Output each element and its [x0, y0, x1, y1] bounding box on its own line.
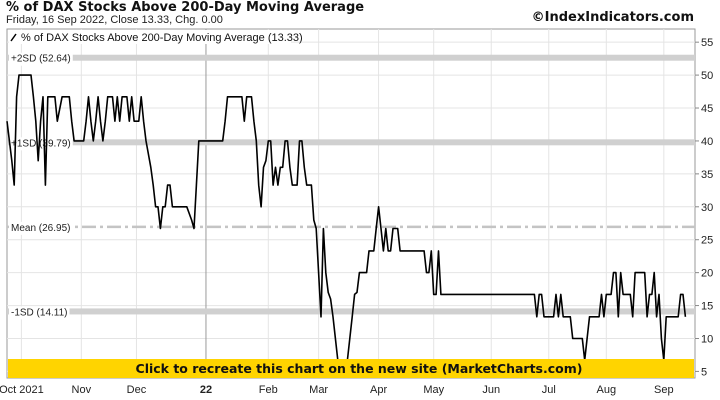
site-credit[interactable]: ©IndexIndicators.com	[531, 10, 694, 25]
x-tick-label: Feb	[259, 384, 278, 396]
sd-band	[7, 54, 695, 61]
y-tick-label: 25	[701, 235, 713, 247]
reference-lines: +2SD (52.64) +1SD (39.79) Mean (26.95) -1SD…	[7, 52, 695, 320]
sd-band	[7, 139, 695, 146]
y-tick-label: 20	[701, 268, 713, 280]
x-tick-label: Jun	[482, 384, 500, 396]
chart-subtitle: Friday, 16 Sep 2022, Close 13.33, Chg. 0…	[6, 14, 223, 26]
chart-title: % of DAX Stocks Above 200-Day Moving Ave…	[6, 0, 365, 15]
y-tick-label: 35	[701, 169, 713, 181]
y-tick-label: 30	[701, 202, 713, 214]
x-tick-label: Oct 2021	[0, 384, 44, 396]
x-tick-label: Mar	[309, 384, 328, 396]
x-tick-label: May	[423, 384, 444, 396]
x-axis: Oct 2021 Nov Dec 22 Feb Mar Apr May Jun Jul Aug Sep	[0, 384, 674, 396]
legend-box	[9, 30, 291, 44]
legend-label: % of DAX Stocks Above 200-Day Moving Ave…	[21, 32, 303, 44]
reference-line-label: +2SD (52.64)	[11, 54, 71, 65]
banner-text[interactable]: Click to recreate this chart on the new …	[136, 361, 583, 376]
banner-background[interactable]	[8, 359, 694, 378]
y-tick-label: 10	[701, 333, 713, 345]
y-tick-label: 15	[701, 301, 713, 313]
x-tick-label: Sep	[654, 384, 674, 396]
y-tick-label: 45	[701, 103, 713, 115]
x-tick-label: Aug	[597, 384, 617, 396]
reference-line-label: -1SD (14.11)	[11, 307, 68, 318]
reference-label-background	[9, 52, 73, 66]
x-tick-label: Jul	[542, 384, 556, 396]
reference-label-background	[9, 137, 73, 151]
recreate-banner[interactable]: Click to recreate this chart on the new …	[8, 359, 694, 378]
y-tick-label: 50	[701, 70, 713, 82]
x-tick-label: Apr	[370, 384, 387, 396]
y-tick-label: 5	[701, 366, 707, 378]
y-axis: 5 10 15 20 25 30 35 40 45 50 55	[695, 37, 713, 378]
series-layer	[6, 74, 687, 361]
x-tick-label: 22	[200, 384, 212, 396]
series-line	[6, 74, 687, 361]
plot-frame	[6, 28, 696, 379]
reference-line-label: Mean (26.95)	[11, 223, 70, 234]
y-tick-label: 55	[701, 37, 713, 49]
sd-band	[7, 308, 695, 315]
reference-label-background	[9, 221, 73, 235]
x-tick-label: Nov	[72, 384, 92, 396]
legend: % of DAX Stocks Above 200-Day Moving Ave…	[9, 30, 303, 44]
x-tick-label: Dec	[127, 384, 147, 396]
legend-line-icon	[10, 33, 17, 42]
reference-line-label: +1SD (39.79)	[11, 138, 71, 149]
reference-label-background	[9, 306, 70, 320]
y-tick-label: 40	[701, 136, 713, 148]
